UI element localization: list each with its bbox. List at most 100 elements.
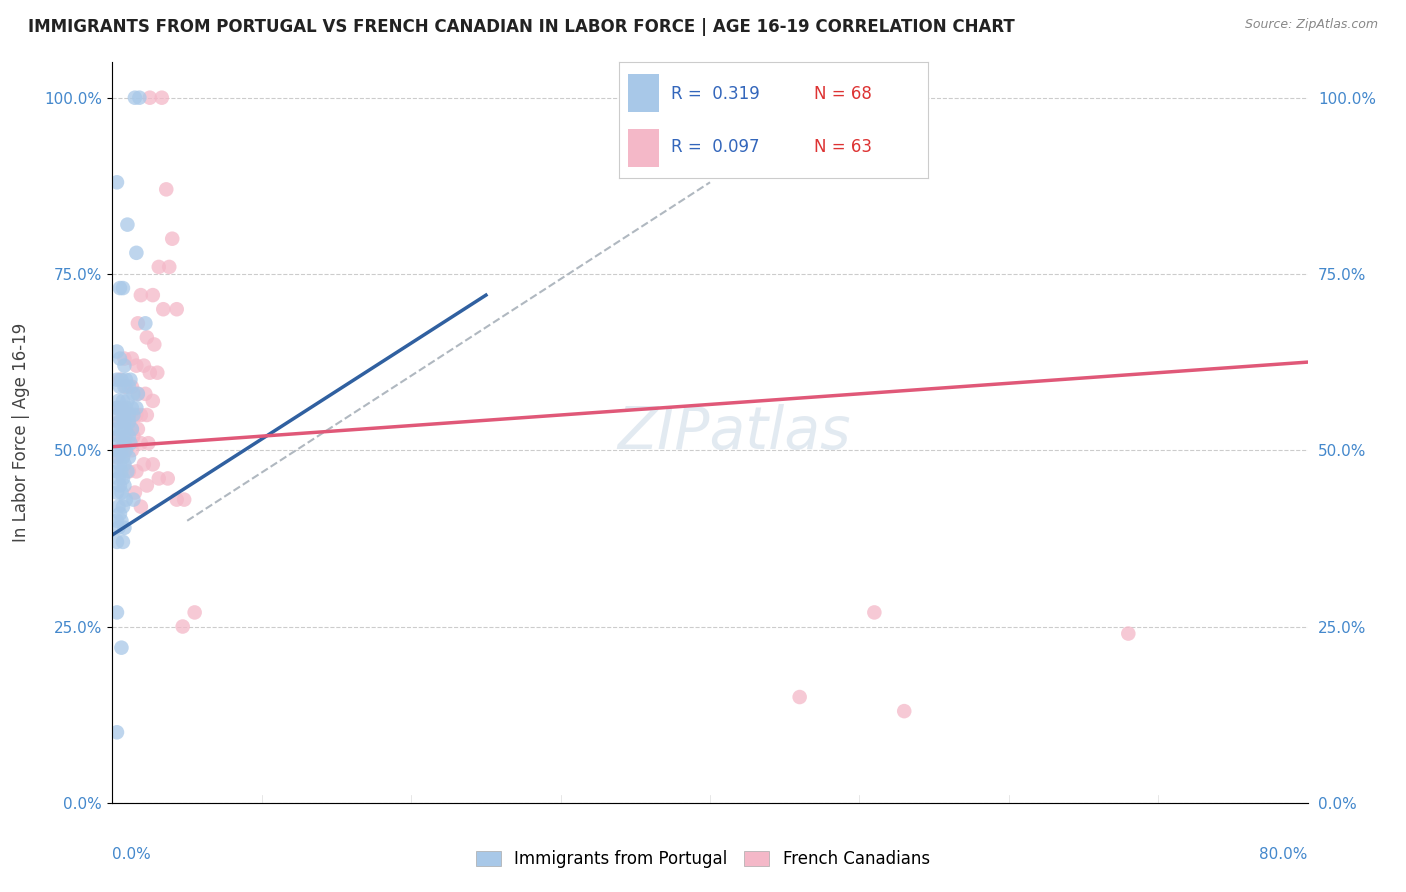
Point <box>135 408 157 422</box>
Point <box>111 471 134 485</box>
Point <box>118 380 141 394</box>
Point <box>120 436 142 450</box>
Point <box>107 521 129 535</box>
Point <box>111 393 134 408</box>
Point <box>105 464 128 478</box>
Point <box>125 464 148 478</box>
Point <box>129 288 152 302</box>
Point <box>129 500 152 514</box>
Point <box>172 619 194 633</box>
Point <box>115 401 138 415</box>
Point <box>122 492 145 507</box>
Point <box>114 436 135 450</box>
Point <box>142 288 165 302</box>
Point <box>111 450 134 465</box>
Point <box>107 393 129 408</box>
Point <box>105 485 128 500</box>
Point <box>107 450 129 465</box>
Point <box>139 91 162 105</box>
Point <box>132 359 155 373</box>
Point <box>789 690 811 704</box>
Point <box>108 281 131 295</box>
Point <box>118 464 141 478</box>
Point <box>134 316 156 330</box>
Point <box>893 704 915 718</box>
Point <box>110 514 132 528</box>
Point <box>118 429 141 443</box>
Point <box>110 422 132 436</box>
Point <box>166 492 188 507</box>
Point <box>162 232 183 246</box>
Point <box>115 373 138 387</box>
Point <box>115 443 138 458</box>
Point <box>127 387 149 401</box>
Point <box>125 408 148 422</box>
Point <box>143 337 166 351</box>
Point <box>114 478 135 492</box>
Point <box>115 422 138 436</box>
Point <box>110 373 132 387</box>
Point <box>121 351 143 366</box>
Point <box>117 218 139 232</box>
Legend: Immigrants from Portugal, French Canadians: Immigrants from Portugal, French Canadia… <box>470 844 936 875</box>
Text: Source: ZipAtlas.com: Source: ZipAtlas.com <box>1244 18 1378 31</box>
Point <box>108 373 131 387</box>
Point <box>108 507 131 521</box>
Point <box>121 443 143 458</box>
Point <box>129 436 152 450</box>
Point <box>108 415 131 429</box>
Point <box>120 408 142 422</box>
Point <box>105 535 128 549</box>
Point <box>111 450 134 465</box>
Point <box>110 485 132 500</box>
Text: 80.0%: 80.0% <box>1260 847 1308 863</box>
Point <box>107 408 129 422</box>
Point <box>105 450 128 465</box>
Point <box>148 260 170 274</box>
Point <box>121 401 143 415</box>
Point <box>173 492 195 507</box>
Point <box>111 535 134 549</box>
Point <box>128 91 150 105</box>
Point <box>110 401 132 415</box>
Point <box>105 344 128 359</box>
Point <box>114 458 135 472</box>
Point <box>108 351 131 366</box>
Point <box>125 359 148 373</box>
Point <box>157 260 180 274</box>
Point <box>108 380 131 394</box>
Point <box>120 373 142 387</box>
Point <box>129 408 152 422</box>
Point <box>118 450 141 465</box>
Point <box>105 373 128 387</box>
Point <box>124 91 146 105</box>
Point <box>114 380 135 394</box>
Text: R =  0.097: R = 0.097 <box>671 138 759 156</box>
Point <box>107 415 129 429</box>
Point <box>135 478 157 492</box>
Point <box>107 500 129 514</box>
Point <box>156 471 179 485</box>
Point <box>111 408 134 422</box>
Point <box>111 281 134 295</box>
Point <box>122 429 145 443</box>
Point <box>118 408 141 422</box>
Point <box>110 401 132 415</box>
Point <box>166 302 188 317</box>
Point <box>121 380 143 394</box>
Text: IMMIGRANTS FROM PORTUGAL VS FRENCH CANADIAN IN LABOR FORCE | AGE 16-19 CORRELATI: IMMIGRANTS FROM PORTUGAL VS FRENCH CANAD… <box>28 18 1015 36</box>
Point <box>863 606 886 620</box>
Point <box>138 436 160 450</box>
Point <box>142 458 165 472</box>
Point <box>105 514 128 528</box>
Point <box>124 485 146 500</box>
Point <box>115 492 138 507</box>
Point <box>134 387 156 401</box>
Point <box>148 471 170 485</box>
Point <box>115 429 138 443</box>
Point <box>152 302 174 317</box>
Point <box>117 464 139 478</box>
Point <box>135 330 157 344</box>
Point <box>127 387 149 401</box>
Point <box>105 401 128 415</box>
